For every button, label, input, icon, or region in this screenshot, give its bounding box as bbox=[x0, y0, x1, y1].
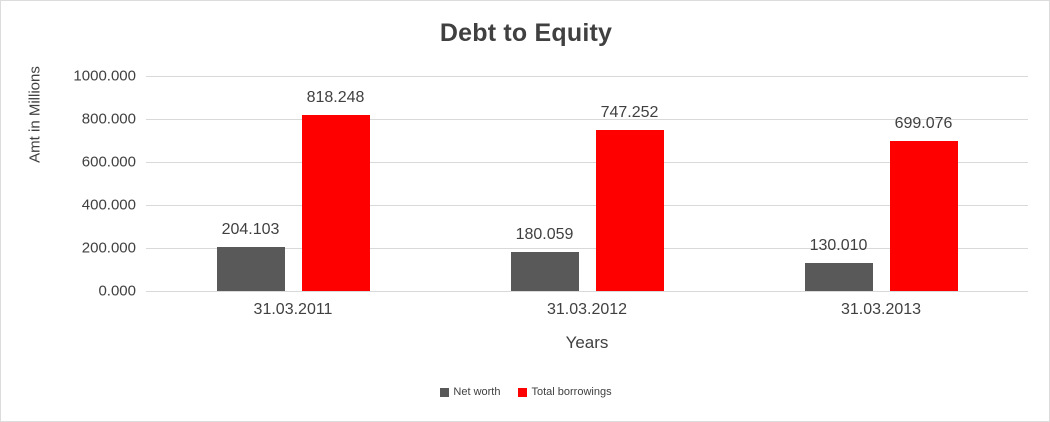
x-axis-tick-labels: 31.03.2011 31.03.2012 31.03.2013 bbox=[146, 301, 1028, 327]
y-axis-tick-label: 0.000 bbox=[98, 282, 136, 300]
legend-swatch-icon bbox=[440, 387, 450, 397]
y-axis-tick-label: 200.000 bbox=[81, 239, 136, 257]
x-axis-tick-label: 31.03.2012 bbox=[546, 301, 628, 318]
bar-total-borrowings[interactable] bbox=[301, 115, 370, 291]
gridline bbox=[146, 205, 1028, 206]
gridline bbox=[146, 248, 1028, 249]
x-axis-title: Years bbox=[565, 333, 609, 352]
bar-value-label: 130.010 bbox=[809, 237, 868, 255]
bar-net-worth[interactable] bbox=[216, 247, 285, 291]
legend-swatch-icon bbox=[518, 387, 528, 397]
legend-entry[interactable]: Total borrowings bbox=[518, 386, 612, 398]
bar-value-label: 747.252 bbox=[600, 104, 659, 122]
y-axis-tick-label: 400.000 bbox=[81, 196, 136, 214]
y-axis-tick-label: 600.000 bbox=[81, 153, 136, 171]
bar-value-label: 180.059 bbox=[515, 226, 574, 244]
y-axis-tick-label: 800.000 bbox=[81, 110, 136, 128]
bar-total-borrowings[interactable] bbox=[595, 130, 664, 291]
bar-value-label: 699.076 bbox=[894, 114, 953, 132]
x-axis-tick-label: 31.03.2011 bbox=[253, 301, 333, 318]
chart-title: Debt to Equity bbox=[439, 19, 613, 47]
bar-value-label: 204.103 bbox=[221, 221, 280, 239]
gridline bbox=[146, 162, 1028, 163]
x-axis-tick-label: 31.03.2013 bbox=[840, 301, 922, 318]
legend-entry[interactable]: Net worth bbox=[440, 386, 500, 398]
gridline bbox=[146, 291, 1028, 292]
bar-net-worth[interactable] bbox=[804, 263, 873, 291]
bar-net-worth[interactable] bbox=[510, 252, 579, 291]
chart-legend: Net worth Total borrowings bbox=[1, 386, 1049, 398]
legend-label: Net worth bbox=[453, 386, 501, 398]
bar-total-borrowings[interactable] bbox=[889, 140, 958, 291]
y-axis-tick-labels: 1000.000 800.000 600.000 400.000 200.000 0.00… bbox=[11, 69, 136, 299]
gridline bbox=[146, 76, 1028, 77]
gridline bbox=[146, 119, 1028, 120]
y-axis-tick-label: 1000.000 bbox=[73, 67, 136, 85]
bar-value-label: 818.248 bbox=[306, 89, 365, 107]
plot-area: 204.103 818.248 180.059 747.252 130.010 699.0… bbox=[146, 76, 1028, 292]
legend-label: Total borrowings bbox=[531, 386, 612, 398]
